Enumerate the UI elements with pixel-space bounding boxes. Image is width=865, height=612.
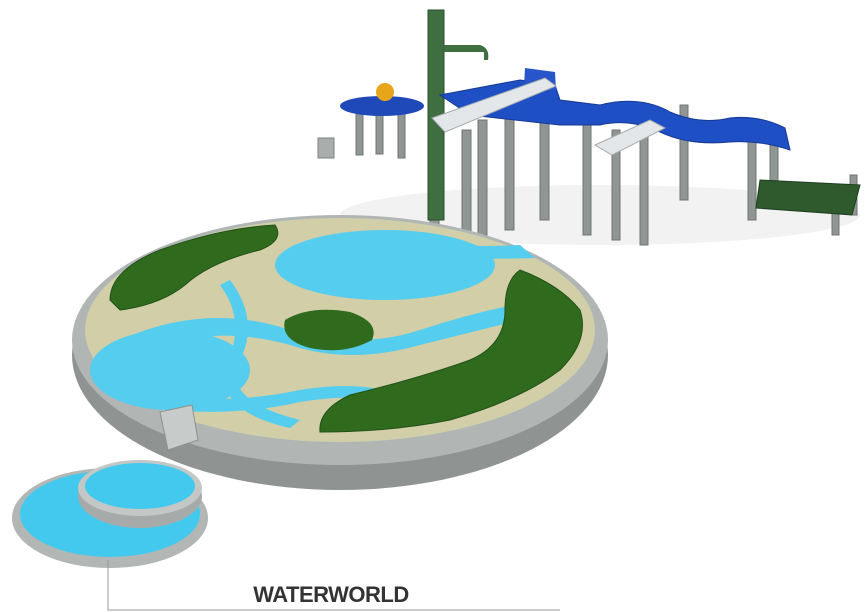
basin [72, 215, 608, 490]
play-structure [317, 9, 861, 246]
caption: WATERWORLD [253, 582, 409, 607]
caption-bracket [107, 560, 560, 611]
pools [12, 460, 208, 568]
